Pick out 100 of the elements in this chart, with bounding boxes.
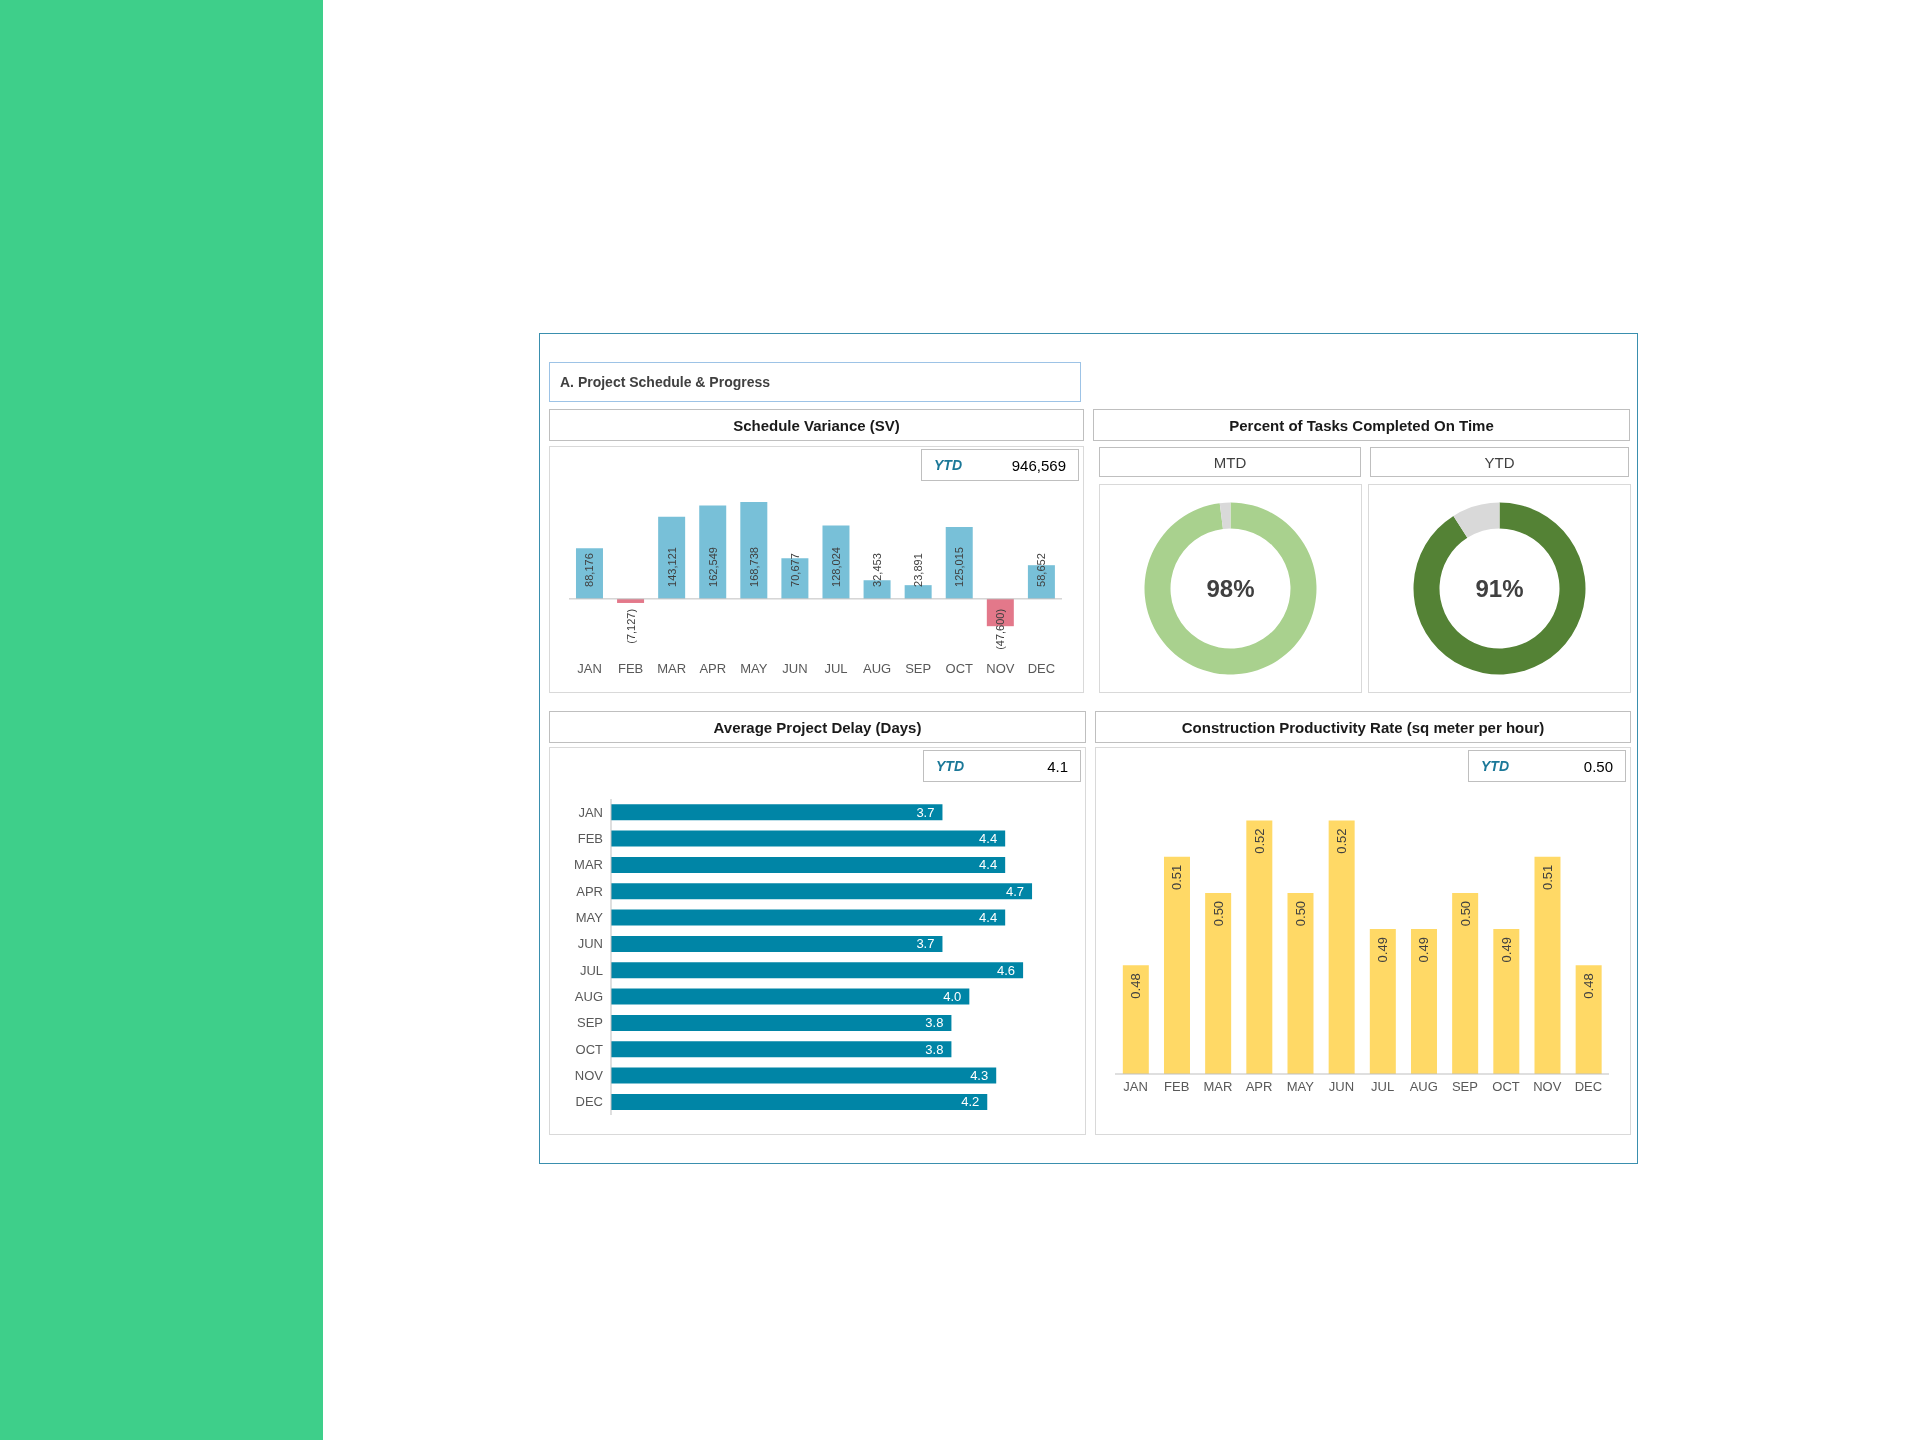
bar: [611, 1067, 997, 1084]
y-tick-label: MAY: [575, 910, 604, 926]
x-tick-label: SEP: [905, 661, 932, 677]
y-tick-label: SEP: [576, 1015, 603, 1031]
x-tick-label: JUN: [1328, 1079, 1355, 1095]
x-tick-label: NOV: [986, 661, 1015, 677]
x-tick-label: AUG: [1409, 1079, 1438, 1095]
x-tick-label: DEC: [1027, 661, 1056, 677]
data-label: 3.8: [925, 1041, 944, 1057]
chart-title: Schedule Variance (SV): [733, 416, 900, 434]
text: 946,569: [1011, 456, 1066, 474]
data-label: 32,453: [871, 553, 884, 587]
bar: [611, 856, 1006, 873]
data-label: 98%: [1205, 573, 1256, 604]
x-tick-label: APR: [1245, 1079, 1273, 1095]
bar: [611, 1014, 952, 1031]
y-tick-label: APR: [576, 883, 603, 899]
chart-subtitle: MTD: [1213, 453, 1247, 471]
data-label: 70,677: [788, 553, 801, 587]
data-label: 0.48: [1581, 973, 1597, 999]
data-label: 88,176: [583, 553, 596, 587]
data-label: 0.48: [1128, 973, 1144, 999]
data-label: 0.51: [1169, 864, 1185, 890]
y-tick-label: JAN: [578, 804, 603, 820]
donut-slice: [1413, 502, 1586, 675]
data-label: 3.8: [925, 1015, 944, 1031]
data-label: 128,024: [829, 547, 842, 587]
donut-slice: [1453, 502, 1500, 538]
text: Percent of Tasks Completed On Time: [1229, 416, 1494, 434]
x-tick-label: OCT: [1492, 1079, 1520, 1095]
data-label: 4.4: [979, 857, 998, 873]
data-label: 3.7: [916, 936, 935, 952]
data-label: 0.51: [1539, 864, 1555, 890]
data-label: 0.50: [1292, 900, 1308, 927]
data-label: 4.7: [1005, 883, 1025, 899]
x-tick-label: JUL: [1371, 1079, 1395, 1095]
bar: [611, 909, 1006, 926]
data-label: 0.50: [1457, 900, 1473, 927]
bar: [658, 516, 686, 599]
data-label: (47,600): [994, 608, 1007, 650]
text: A. Project Schedule & Progress: [560, 374, 771, 390]
data-label: 168,738: [747, 547, 760, 587]
data-label: 0.52: [1251, 828, 1267, 854]
x-tick-label: FEB: [617, 661, 644, 677]
data-label: 143,121: [665, 547, 678, 587]
data-label: 4.6: [997, 962, 1016, 978]
x-tick-label: JAN: [1123, 1079, 1148, 1095]
bar: [699, 505, 727, 599]
y-tick-label: MAR: [574, 857, 603, 873]
x-tick-label: DEC: [1574, 1079, 1603, 1095]
data-label: 3.7: [916, 804, 935, 820]
x-tick-label: JUL: [824, 661, 848, 677]
x-tick-label: MAR: [1203, 1079, 1233, 1095]
x-tick-label: JUN: [782, 661, 808, 677]
x-tick-label: NOV: [1533, 1079, 1562, 1095]
text: 4.1: [1047, 757, 1068, 775]
bar: [611, 830, 1006, 847]
y-tick-label: NOV: [574, 1068, 604, 1084]
data-label: 23,891: [912, 553, 925, 587]
chart-subtitle: YTD: [1484, 453, 1515, 471]
text: YTD: [936, 758, 964, 774]
donut-slice: [1144, 502, 1317, 675]
x-tick-label: FEB: [1164, 1079, 1190, 1095]
bar: [740, 502, 768, 599]
x-tick-label: MAY: [1286, 1079, 1315, 1095]
y-tick-label: JUN: [577, 936, 603, 952]
bar: [611, 935, 943, 952]
bar: [822, 525, 850, 599]
x-tick-label: MAR: [657, 661, 687, 677]
data-label: 4.4: [979, 831, 998, 847]
data-label: 4.4: [979, 910, 998, 926]
y-tick-label: JUL: [579, 962, 603, 978]
bar: [945, 527, 973, 599]
data-label: 91%: [1474, 573, 1525, 604]
annotation: 0.50: [1583, 757, 1613, 775]
x-tick-label: MAY: [740, 661, 768, 677]
bar: [611, 1041, 952, 1058]
data-label: 0.50: [1210, 900, 1226, 927]
bar: [611, 883, 1033, 900]
text: YTD: [934, 457, 962, 473]
x-tick-label: SEP: [1451, 1079, 1478, 1095]
data-label: 162,549: [706, 547, 719, 587]
x-tick-label: APR: [699, 661, 727, 677]
data-label: 0.49: [1416, 937, 1432, 963]
data-label: 0.49: [1498, 937, 1514, 963]
chart-title: Construction Productivity Rate (sq meter per hour): [1181, 718, 1545, 736]
y-tick-label: FEB: [577, 831, 603, 847]
data-label: (7,127): [624, 608, 637, 644]
data-label: 4.2: [961, 1094, 980, 1110]
x-tick-label: OCT: [945, 661, 974, 677]
data-label: 0.49: [1375, 937, 1391, 963]
data-label: 4.3: [970, 1068, 989, 1084]
y-tick-label: AUG: [574, 989, 603, 1005]
chart-title: Average Project Delay (Days): [713, 718, 922, 736]
bar: [611, 1093, 988, 1110]
data-label: 125,015: [953, 547, 966, 587]
x-tick-label: AUG: [863, 661, 892, 677]
data-label: 58,652: [1035, 553, 1048, 587]
bar: [611, 962, 1024, 979]
y-tick-label: DEC: [575, 1094, 603, 1110]
